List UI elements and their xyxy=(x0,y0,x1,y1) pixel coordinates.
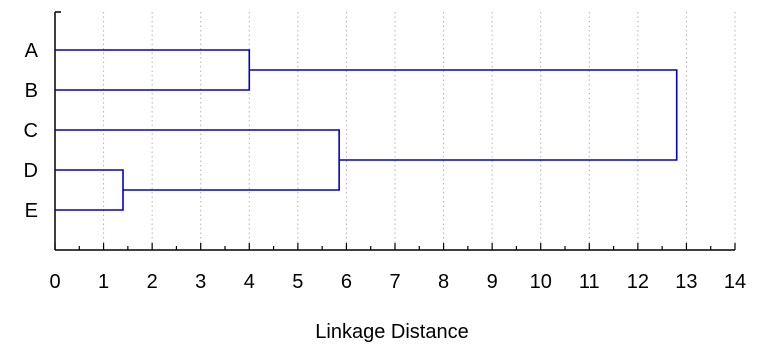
leaf-label-b: B xyxy=(25,80,38,102)
x-tick-label: 11 xyxy=(579,271,600,293)
x-tick-label: 13 xyxy=(675,271,697,293)
leaf-label-a: A xyxy=(25,40,39,62)
x-tick-label: 9 xyxy=(487,271,498,293)
x-tick-label: 14 xyxy=(724,271,746,293)
x-tick-label: 6 xyxy=(341,271,352,293)
grid-lines xyxy=(103,12,736,250)
x-axis-ticks: 0 1 2 3 4 5 6 7 8 9 10 11 12 13 14 xyxy=(49,243,746,293)
x-tick-label: 2 xyxy=(147,271,158,293)
dendrogram-link-ab-cde xyxy=(249,69,678,161)
leaf-label-e: E xyxy=(25,200,38,222)
dendrogram-links xyxy=(55,49,678,211)
dendrogram-link-d-e xyxy=(55,169,124,211)
x-tick-label: 1 xyxy=(98,271,109,293)
x-tick-label: 5 xyxy=(292,271,303,293)
leaf-label-c: C xyxy=(24,120,38,142)
x-tick-label: 3 xyxy=(195,271,206,293)
x-tick-label: 12 xyxy=(627,271,649,293)
x-tick-label: 10 xyxy=(530,271,552,293)
dendrogram-link-c-de xyxy=(55,129,340,191)
leaf-label-d: D xyxy=(24,160,38,182)
x-axis-title: Linkage Distance xyxy=(315,321,468,343)
x-tick-label: 7 xyxy=(389,271,400,293)
x-tick-label: 0 xyxy=(49,271,60,293)
x-tick-label: 8 xyxy=(438,271,449,293)
axes xyxy=(54,11,735,251)
x-tick-label: 4 xyxy=(244,271,255,293)
